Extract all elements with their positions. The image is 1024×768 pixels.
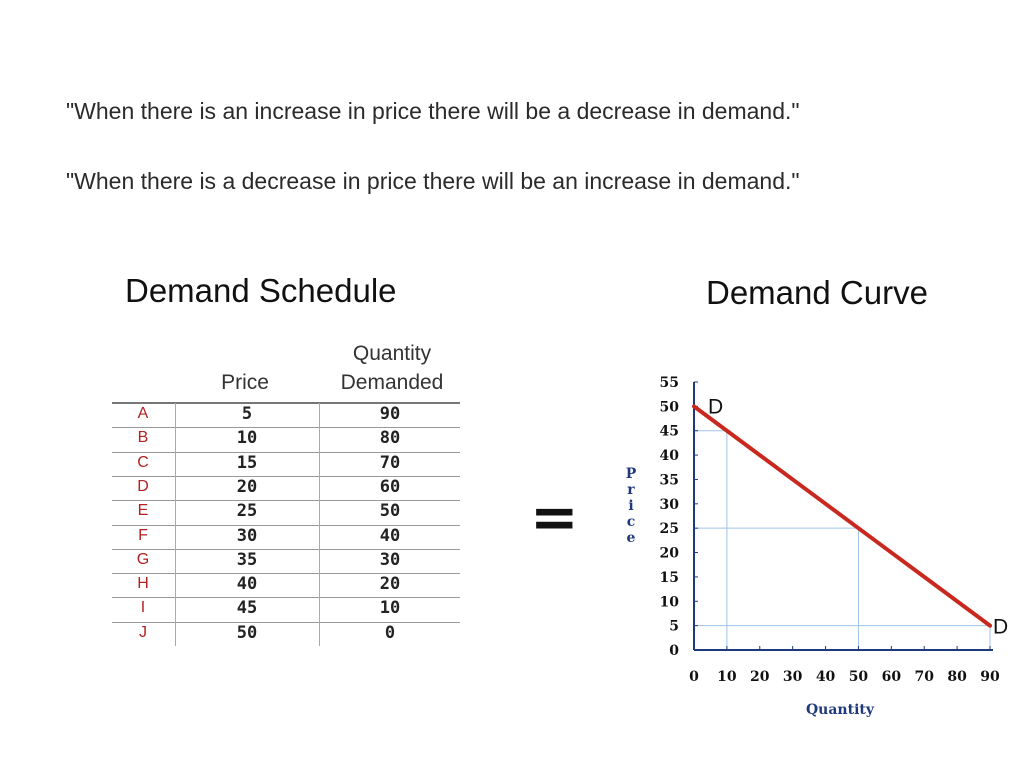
- y-axis-label-letter: P: [626, 466, 637, 482]
- quantity-header-line2: Demanded: [340, 371, 444, 394]
- row-divider: [112, 427, 460, 429]
- y-tick-label: 20: [660, 546, 680, 562]
- x-tick-label: 70: [914, 669, 934, 685]
- row-label: D: [137, 477, 149, 495]
- row-label: I: [140, 599, 146, 617]
- demand-point: [857, 527, 859, 529]
- quantity-cell: 40: [379, 525, 401, 546]
- row-label: H: [137, 575, 149, 593]
- quantity-cell: 20: [379, 574, 401, 595]
- quantity-cell: 90: [379, 404, 401, 424]
- quote-price-decrease: "When there is a decrease in price there…: [66, 168, 800, 194]
- row-label: G: [136, 550, 150, 568]
- row-divider: [112, 548, 460, 550]
- schedule-title: Demand Schedule: [125, 272, 397, 309]
- y-tick-label: 35: [660, 472, 679, 488]
- price-cell: 25: [236, 501, 258, 522]
- y-tick-label: 5: [669, 619, 679, 635]
- y-tick-label: 10: [660, 594, 680, 610]
- curve-end-label-bottom: D: [993, 616, 1008, 639]
- quote-price-increase: "When there is an increase in price ther…: [66, 98, 800, 124]
- y-axis-label-letter: e: [627, 530, 636, 546]
- quantity-cell: 10: [379, 598, 401, 619]
- row-label: J: [139, 623, 147, 641]
- demand-line: [692, 404, 992, 628]
- quantity-column-header: Quantity Demanded: [320, 339, 464, 397]
- quantity-cell: 30: [379, 549, 401, 570]
- x-tick-label: 40: [816, 669, 836, 685]
- x-tick-label: 50: [849, 669, 869, 685]
- demand-point: [693, 405, 695, 407]
- row-label: C: [137, 453, 149, 471]
- x-tick-label: 30: [783, 669, 803, 685]
- x-tick-label: 20: [750, 669, 770, 685]
- price-cell: 30: [236, 525, 258, 546]
- y-tick-label: 45: [660, 424, 679, 440]
- quantity-cell: 0: [384, 622, 396, 643]
- y-tick-label: 50: [660, 399, 680, 415]
- quantity-cell: 70: [379, 452, 401, 473]
- price-cell: 35: [236, 549, 258, 570]
- x-tick-label: 60: [882, 669, 902, 685]
- equals-sign: =: [530, 483, 579, 551]
- y-tick-label: 25: [660, 521, 679, 537]
- demand-point: [956, 600, 958, 602]
- row-divider: [112, 500, 460, 502]
- y-axis-label-letter: r: [627, 482, 635, 498]
- demand-point: [792, 478, 794, 480]
- demand-point: [759, 454, 761, 456]
- demand-point: [923, 576, 925, 578]
- row-divider: [112, 524, 460, 526]
- demand-point: [989, 625, 991, 627]
- x-tick-label: 80: [947, 669, 967, 685]
- price-cell: 50: [236, 622, 258, 643]
- row-divider: [112, 573, 460, 575]
- x-tick-label: 90: [980, 669, 1000, 685]
- column-divider: [319, 403, 320, 646]
- chart-title: Demand Curve: [706, 274, 928, 311]
- curve-end-label-top: D: [708, 395, 723, 418]
- x-tick-label: 10: [717, 669, 737, 685]
- row-divider: [112, 475, 460, 477]
- price-column-header: Price: [221, 371, 269, 394]
- y-tick-label: 55: [660, 375, 679, 391]
- price-cell: 20: [236, 476, 258, 497]
- price-cell: 10: [236, 428, 258, 449]
- demand-point: [825, 503, 827, 505]
- row-divider: [112, 451, 460, 453]
- row-label: B: [137, 429, 149, 447]
- quantity-header-line1: Quantity: [352, 342, 432, 365]
- price-cell: 15: [236, 452, 258, 473]
- x-axis-label: Quantity: [806, 702, 875, 718]
- column-divider: [175, 403, 176, 646]
- price-cell: 40: [236, 574, 258, 595]
- y-axis-label-letter: i: [628, 498, 633, 514]
- row-label: E: [137, 502, 149, 520]
- y-tick-label: 40: [660, 448, 680, 464]
- price-cell: 5: [241, 404, 253, 424]
- quantity-cell: 60: [379, 476, 401, 497]
- table-top-rule: [112, 402, 460, 404]
- y-tick-label: 15: [660, 570, 679, 586]
- demand-point: [726, 430, 728, 432]
- x-tick-label: 0: [689, 669, 699, 685]
- row-divider: [112, 597, 460, 599]
- demand-point: [890, 552, 892, 554]
- row-label: F: [138, 526, 148, 544]
- row-label: A: [137, 405, 149, 422]
- y-tick-label: 30: [660, 497, 680, 513]
- quantity-cell: 50: [379, 501, 401, 522]
- y-axis-label-letter: c: [627, 514, 636, 530]
- row-divider: [112, 621, 460, 623]
- price-cell: 45: [236, 598, 258, 619]
- y-tick-label: 0: [669, 643, 679, 659]
- quantity-cell: 80: [379, 428, 401, 449]
